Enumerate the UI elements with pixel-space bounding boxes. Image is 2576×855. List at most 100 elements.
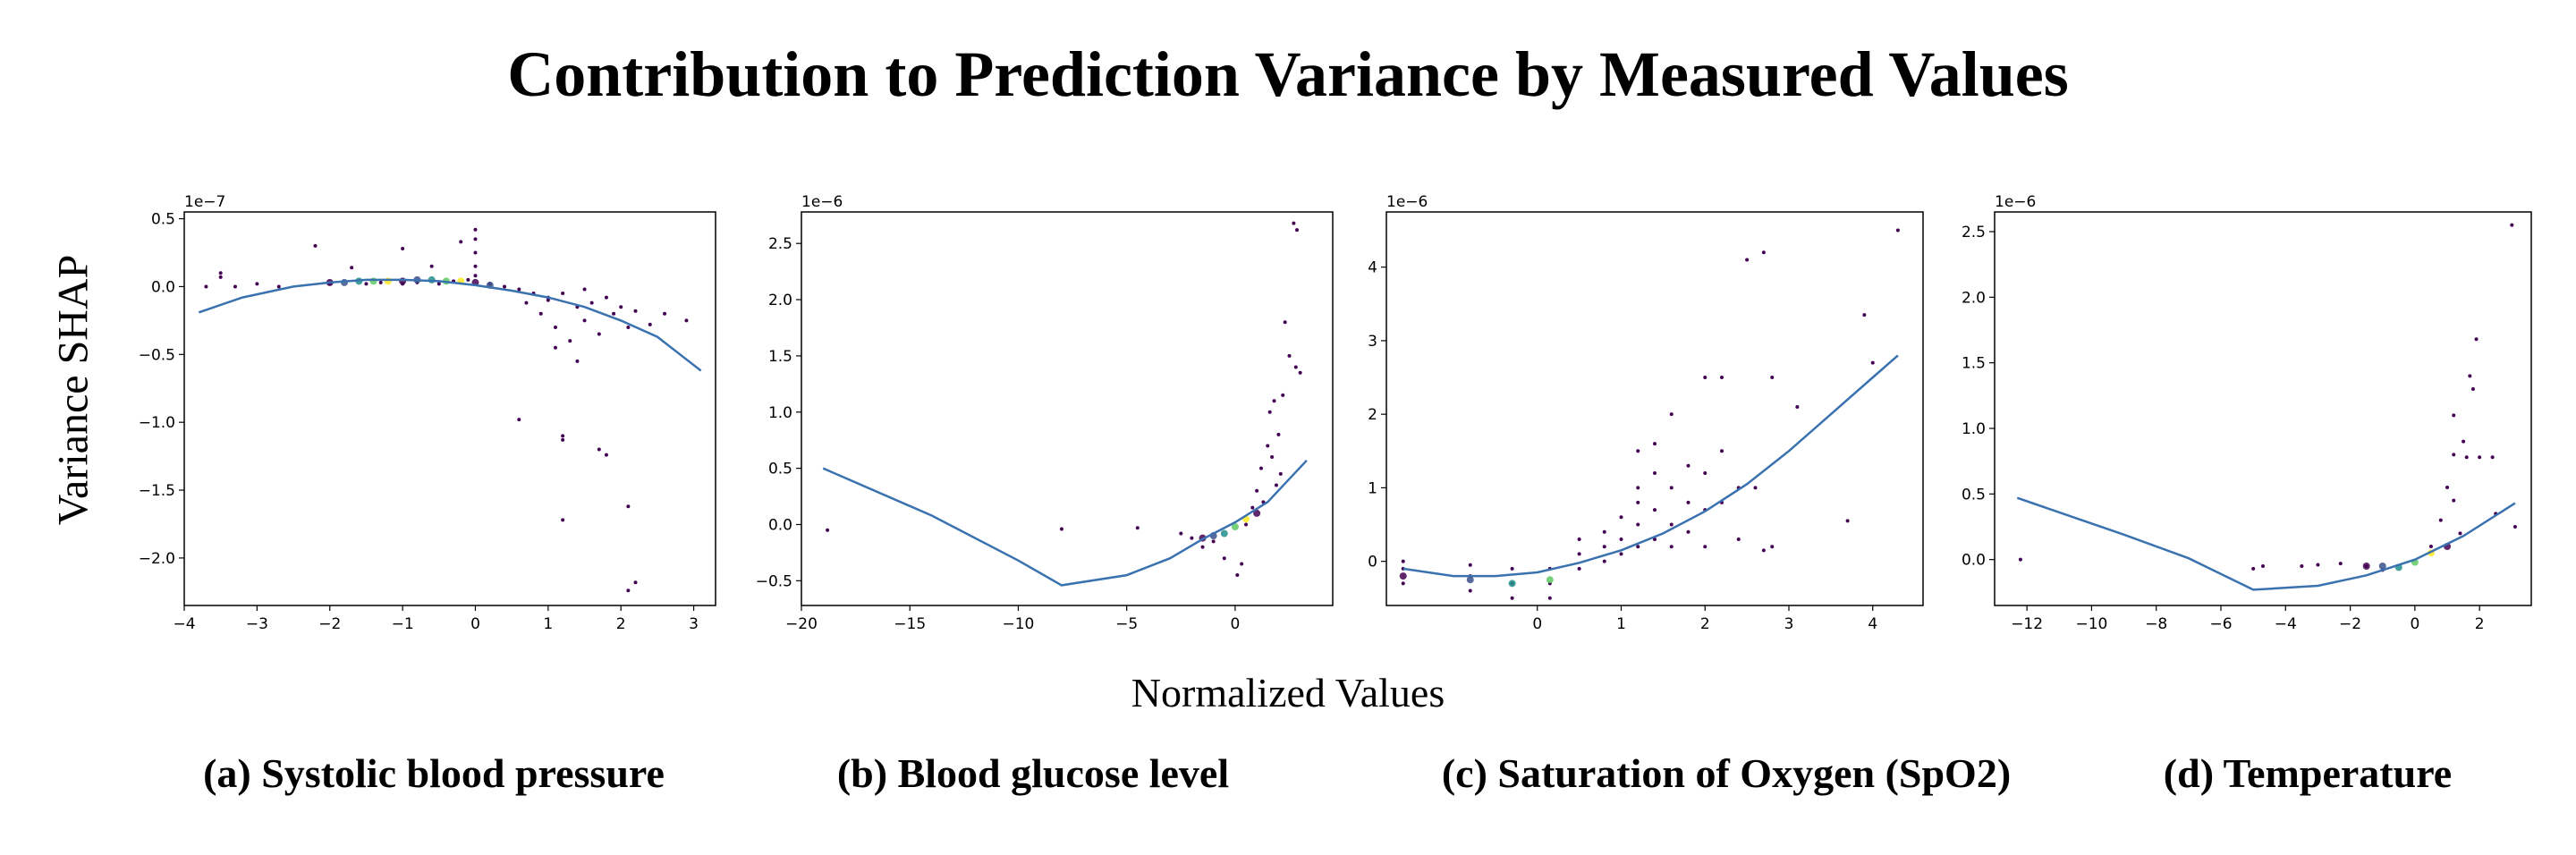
x-tick-label: 3 xyxy=(689,615,699,633)
y-tick-label: 2.5 xyxy=(1962,224,1986,241)
y-tick-label: 2.0 xyxy=(768,292,792,309)
x-tick-label: 0 xyxy=(1532,615,1542,633)
scatter-point xyxy=(1240,562,1244,566)
scatter-point xyxy=(561,292,565,296)
y-tick-label: 3 xyxy=(1368,333,1377,351)
scatter-point xyxy=(1895,228,1900,233)
scatter-point xyxy=(218,271,223,275)
scatter-point xyxy=(626,325,631,329)
y-tick-label: 0.0 xyxy=(768,516,792,534)
scatter-point xyxy=(233,284,237,289)
scatter-point xyxy=(1577,566,1581,571)
scatter-plot-b: 1e−6 −20 −15 −10 −5 0 2.5 2.0 1.5 1.0 0.5 0.0 −0.5 xyxy=(756,193,1334,633)
y-tick-label: 2 xyxy=(1368,406,1377,424)
scatter-point xyxy=(1468,588,1472,593)
axis-multiplier-label: 1e−7 xyxy=(184,193,225,211)
scatter-point xyxy=(1298,370,1302,375)
scatter-point xyxy=(663,311,667,316)
scatter-point xyxy=(2510,223,2514,227)
y-tick-label: 0.0 xyxy=(151,278,175,296)
plot-frame xyxy=(1385,211,1924,606)
scatter-point xyxy=(1669,412,1674,417)
scatter-plot-a: 1e−7 −4 −3 −2 −1 0 1 2 3 0.5 0.0 −0.5 −1.0 −1.5 −2.0 xyxy=(139,193,716,633)
scatter-point-dense xyxy=(1508,580,1516,588)
scatter-point xyxy=(568,339,572,343)
x-tick-label: 0 xyxy=(2410,615,2419,633)
scatter-point xyxy=(473,237,478,241)
scatter-point xyxy=(429,264,434,268)
scatter-point xyxy=(1274,483,1278,487)
x-tick-label: 0 xyxy=(1230,615,1240,633)
scatter-point-dense xyxy=(1231,523,1239,530)
scatter-point xyxy=(2428,545,2433,548)
y-tick-label: 0.5 xyxy=(1962,486,1986,504)
x-tick-label: −15 xyxy=(894,615,926,633)
scatter-point xyxy=(1258,466,1263,470)
scatter-point xyxy=(204,284,208,289)
scatter-point xyxy=(473,274,478,278)
scatter-point xyxy=(1135,526,1140,530)
scatter-point xyxy=(1401,581,1405,586)
y-tick-label: 0.0 xyxy=(1962,552,1986,570)
caption-c: (c) Saturation of Oxygen (SpO2) xyxy=(1441,750,2012,796)
scatter-point xyxy=(1636,545,1640,549)
scatter-point xyxy=(2338,562,2343,566)
scatter-point xyxy=(589,301,594,305)
x-tick-label: −3 xyxy=(246,615,268,633)
scatter-point xyxy=(1510,596,1514,600)
scatter-point xyxy=(517,287,521,292)
scatter-point xyxy=(612,311,616,316)
scatter-point xyxy=(684,318,689,323)
scatter-point xyxy=(1653,470,1657,475)
scatter-point xyxy=(553,345,557,350)
scatter-point xyxy=(604,453,608,457)
scatter-point xyxy=(1602,545,1606,549)
y-tick-label: 1 xyxy=(1368,479,1377,497)
scatter-point xyxy=(1293,365,1298,369)
y-tick-label: 2.0 xyxy=(1962,289,1986,307)
scatter-point xyxy=(517,418,521,422)
scatter-point xyxy=(1636,449,1640,453)
x-tick-label: 2 xyxy=(2475,615,2485,633)
scatter-point xyxy=(1669,545,1674,549)
x-tick-label: −4 xyxy=(2275,615,2297,633)
scatter-point xyxy=(561,437,565,442)
scatter-point xyxy=(1190,536,1194,540)
scatter-point xyxy=(1577,552,1581,556)
y-tick-label: 1.0 xyxy=(768,404,792,422)
scatter-point xyxy=(604,295,608,300)
axis-multiplier-label: 1e−6 xyxy=(801,193,843,211)
scatter-point xyxy=(1795,404,1800,409)
y-axis-label: Variance SHAP xyxy=(49,254,97,526)
scatter-point xyxy=(1266,444,1270,448)
scatter-point xyxy=(276,284,281,289)
scatter-point-dense xyxy=(1253,509,1261,517)
scatter-point xyxy=(1211,539,1216,544)
scatter-point xyxy=(2470,387,2475,391)
scatter-point-dense xyxy=(2378,563,2386,570)
y-tick-label: 0 xyxy=(1368,554,1377,571)
scatter-point xyxy=(626,504,631,509)
scatter-point xyxy=(2445,486,2450,489)
y-tick-label: 0.5 xyxy=(768,461,792,478)
x-tick-label: 1 xyxy=(543,615,553,633)
scatter-point xyxy=(1235,573,1240,578)
scatter-point xyxy=(538,311,543,316)
scatter-point-dense xyxy=(2362,563,2370,570)
scatter-point xyxy=(1745,258,1750,262)
scatter-point xyxy=(1703,376,1707,380)
scatter-point xyxy=(1669,486,1674,490)
plot-frame xyxy=(183,211,716,606)
scatter-point xyxy=(1547,596,1552,600)
y-tick-label: 1.5 xyxy=(1962,355,1986,373)
scatter-point xyxy=(1255,488,1259,493)
scatter-point xyxy=(1222,556,1226,561)
x-tick-label: 2 xyxy=(616,615,626,633)
scatter-point xyxy=(459,240,463,244)
scatter-point xyxy=(2018,557,2022,562)
scatter-point xyxy=(633,580,638,585)
scatter-point xyxy=(1845,519,1850,523)
scatter-point xyxy=(2468,374,2472,378)
caption-b: (b) Blood glucose level xyxy=(836,750,1230,796)
y-tick-label: 2.5 xyxy=(768,235,792,253)
